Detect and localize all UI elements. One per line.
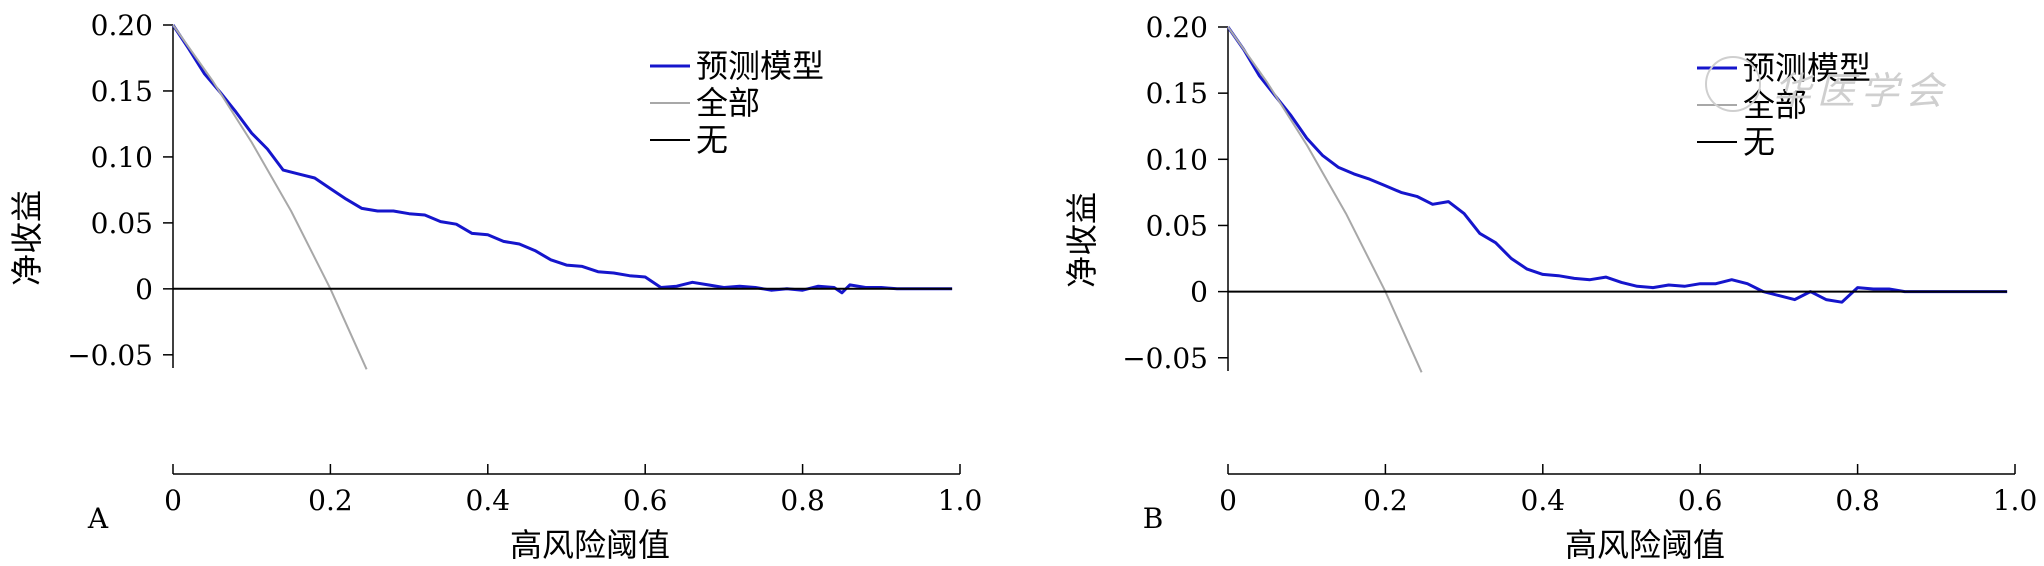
series-line-all bbox=[172, 24, 368, 370]
x-tick-label: 0.6 bbox=[623, 484, 668, 517]
x-tick-label: 1.0 bbox=[938, 484, 983, 517]
y-axis-label: 净收益 bbox=[8, 190, 46, 286]
y-tick-label: 0.20 bbox=[91, 9, 153, 42]
series-line-all bbox=[1227, 26, 1423, 373]
y-axis-label: 净收益 bbox=[1063, 192, 1101, 288]
x-tick-label: 0.8 bbox=[780, 484, 825, 517]
y-tick-label: −0.05 bbox=[67, 339, 153, 372]
legend-label-all: 全部 bbox=[696, 84, 760, 122]
y-tick-label: 0.15 bbox=[1146, 77, 1208, 110]
panel-label: A bbox=[87, 502, 109, 535]
y-tick-label: 0.05 bbox=[1146, 209, 1208, 242]
y-tick-label: 0.05 bbox=[91, 207, 153, 240]
panel-label: B bbox=[1143, 502, 1164, 535]
legend-label-all: 全部 bbox=[1743, 86, 1807, 124]
x-tick-label: 0 bbox=[164, 484, 182, 517]
y-tick-label: −0.05 bbox=[1122, 342, 1208, 375]
legend-label-model: 预测模型 bbox=[1743, 49, 1871, 87]
x-axis-label: 高风险阈值 bbox=[510, 526, 670, 564]
panel-a: −0.05 0 0.05 0.10 0.15 0.20 0 0.2 0.4 0.6 0.8 1.0 A 高… bbox=[8, 9, 982, 564]
x-tick-label: 1.0 bbox=[1993, 484, 2038, 517]
x-tick-label: 0.2 bbox=[1363, 484, 1408, 517]
legend-label-none: 无 bbox=[1743, 123, 1775, 161]
x-axis-label: 高风险阈值 bbox=[1565, 526, 1725, 564]
x-tick-label: 0.4 bbox=[1521, 484, 1566, 517]
panel-b: −0.05 0 0.05 0.10 0.15 0.20 0 0.2 0.4 0.6 0.8 1.0 B 高… bbox=[1063, 11, 2037, 564]
y-tick-label: 0.10 bbox=[91, 141, 153, 174]
y-tick-label: 0 bbox=[1190, 276, 1208, 309]
legend-label-none: 无 bbox=[696, 121, 728, 159]
x-tick-label: 0.2 bbox=[308, 484, 353, 517]
series-line-model bbox=[171, 24, 953, 295]
series-line-model bbox=[1226, 26, 2008, 304]
x-tick-label: 0.6 bbox=[1678, 484, 1723, 517]
x-tick-label: 0 bbox=[1219, 484, 1237, 517]
y-tick-label: 0.10 bbox=[1146, 143, 1208, 176]
x-tick-label: 0.4 bbox=[466, 484, 511, 517]
legend-label-model: 预测模型 bbox=[696, 47, 824, 85]
y-tick-label: 0.15 bbox=[91, 75, 153, 108]
x-tick-label: 0.8 bbox=[1835, 484, 1880, 517]
y-tick-label: 0.20 bbox=[1146, 11, 1208, 44]
y-tick-label: 0 bbox=[135, 273, 153, 306]
